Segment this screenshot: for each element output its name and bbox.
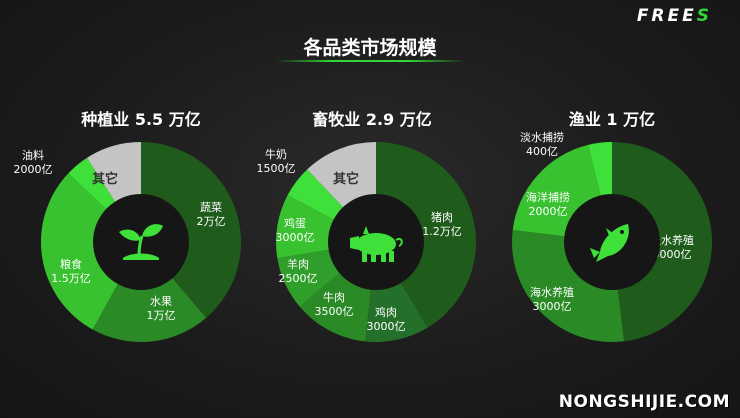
slice-粮食 <box>40 173 141 330</box>
page-title: 各品类市场规模 <box>303 37 437 59</box>
slice-label-value: 3500亿 <box>315 305 354 318</box>
slice-label-other: 其它 <box>92 171 118 187</box>
slice-label-name: 海洋捕捞 <box>526 190 570 204</box>
slice-label-name: 油料 <box>22 148 44 162</box>
slice-label-value: 2000亿 <box>529 205 568 218</box>
chart-title: 种植业 5.5 万亿 <box>80 110 201 129</box>
slice-label-name: 海水养殖 <box>530 285 574 299</box>
donut-chart-2: 猪肉1.2万亿鸡肉3000亿牛肉3500亿羊肉2500亿鸡蛋3000亿牛奶150… <box>257 110 477 342</box>
slice-label-value: 2万亿 <box>197 215 226 228</box>
slice-label-value: 5000亿 <box>653 248 692 261</box>
slice-label-value: 3000亿 <box>276 231 315 244</box>
brand-logo: FREES <box>637 6 712 26</box>
pig-icon <box>350 226 403 262</box>
chart-title: 畜牧业 2.9 万亿 <box>312 110 432 129</box>
slice-淡水养殖 <box>612 142 712 342</box>
plant-sprout-icon <box>119 224 163 260</box>
slice-label-name: 淡水捕捞 <box>520 130 564 144</box>
fish-icon <box>590 224 629 262</box>
slice-label-name: 粮食 <box>60 257 82 271</box>
slice-label-name: 牛肉 <box>323 290 345 304</box>
brand-text: FREE <box>636 6 697 26</box>
slice-label-value: 1.5万亿 <box>51 272 91 285</box>
brand-accent: S <box>696 6 712 26</box>
slice-label-name: 牛奶 <box>265 147 287 161</box>
slice-label-value: 1.2万亿 <box>422 225 462 238</box>
slice-label-name: 淡水养殖 <box>650 233 694 247</box>
slice-蔬菜 <box>141 142 241 318</box>
slice-label-value: 1万亿 <box>147 309 176 322</box>
slice-label-name: 蔬菜 <box>200 201 222 214</box>
slice-label-name: 猪肉 <box>431 211 453 224</box>
slice-label-value: 2000亿 <box>14 163 53 176</box>
watermark: NONGSHIJIE.COM <box>558 392 730 412</box>
slice-label-value: 3000亿 <box>367 320 406 333</box>
slice-label-value: 2500亿 <box>279 272 318 285</box>
slice-label-other: 其它 <box>333 171 359 187</box>
title-underline <box>275 60 465 62</box>
slice-label-value: 1500亿 <box>257 162 296 175</box>
slice-label-name: 鸡蛋 <box>284 216 306 230</box>
slice-label-name: 鸡肉 <box>375 305 397 319</box>
slice-label-value: 3000亿 <box>533 300 572 313</box>
slice-label-name: 水果 <box>150 295 172 308</box>
slice-label-value: 400亿 <box>526 145 558 158</box>
slice-水果 <box>92 242 207 342</box>
slice-label-name: 羊肉 <box>287 257 309 271</box>
chart-title: 渔业 1 万亿 <box>569 110 655 129</box>
